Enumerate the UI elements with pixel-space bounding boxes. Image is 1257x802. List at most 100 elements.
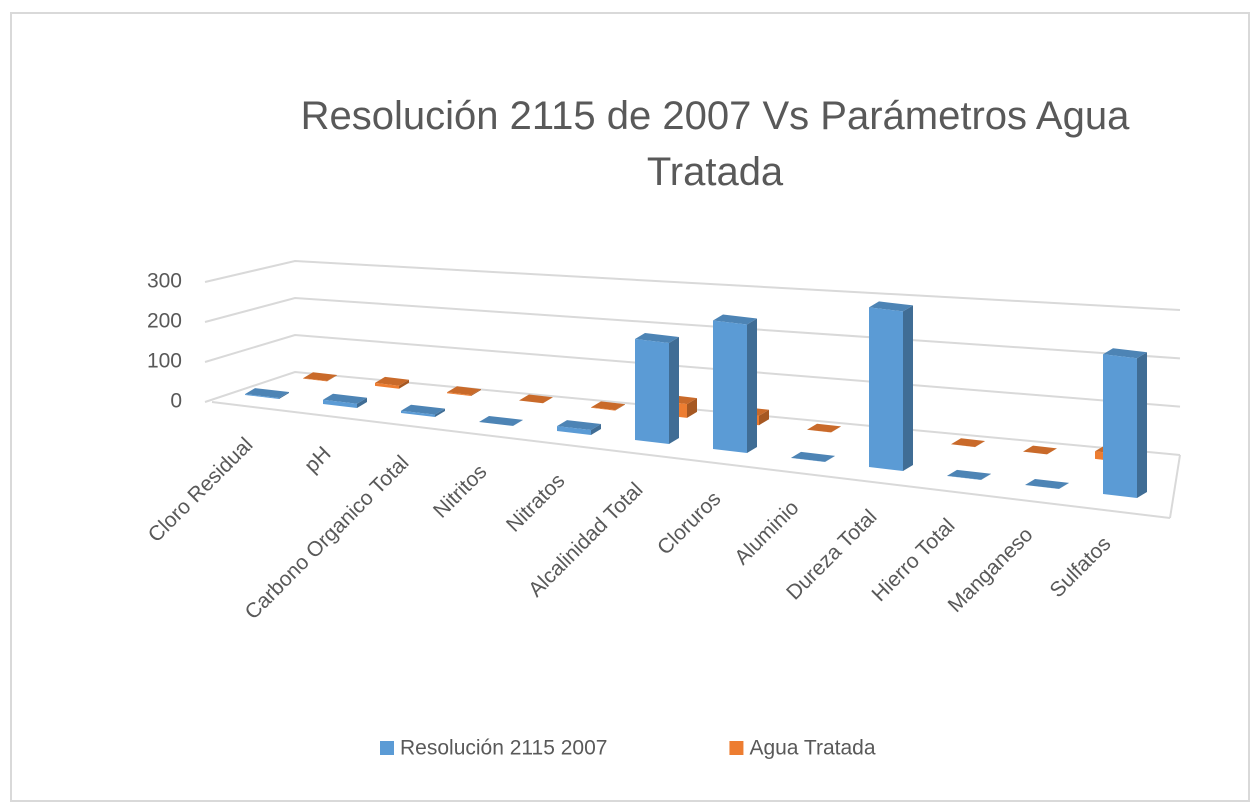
y-tick-label: 300: [147, 270, 182, 293]
bar-side: [1059, 482, 1069, 489]
bar: [947, 469, 991, 480]
bar: [791, 451, 835, 462]
bar-side: [471, 389, 481, 396]
y-tick-label: 100: [147, 350, 182, 373]
bar-front: [635, 339, 669, 444]
bar-front: [951, 444, 975, 448]
bar-front: [375, 382, 399, 389]
floor-edge: [1169, 454, 1181, 519]
bar-front: [591, 407, 615, 411]
grid-line: [204, 296, 1181, 360]
bar-front: [947, 475, 981, 480]
bar: [323, 393, 367, 408]
bar: [951, 438, 985, 448]
bar-front: [323, 399, 357, 408]
bar-side: [591, 424, 601, 435]
x-tick-label: Nitratos: [502, 469, 569, 536]
x-tick-label: Hierro Total: [868, 514, 960, 606]
bar: [245, 388, 289, 399]
bar-top: [479, 416, 523, 426]
bar: [713, 314, 757, 453]
x-tick-label: pH: [300, 442, 335, 477]
x-tick-label: Aluminio: [730, 496, 803, 569]
bar-top: [1025, 479, 1069, 489]
bar-front: [807, 429, 831, 433]
x-tick-label: Nitritos: [429, 460, 491, 522]
bar-front: [869, 307, 903, 471]
bar-side: [279, 392, 289, 399]
bar-side: [981, 473, 991, 480]
bar: [591, 401, 625, 411]
bar-top: [375, 376, 409, 386]
bar: [375, 376, 409, 389]
bar: [1103, 348, 1147, 498]
bar-front: [245, 394, 279, 399]
bar-side: [825, 455, 835, 462]
bar-side: [615, 404, 625, 411]
chart-title: Resolución 2115 de 2007 Vs Parámetros Ag…: [300, 94, 1130, 194]
bar-front: [479, 422, 513, 426]
x-tick-label: Sulfatos: [1046, 532, 1116, 602]
bar-top: [1103, 348, 1147, 359]
floor-edge: [211, 401, 1171, 519]
bar-top: [401, 404, 445, 415]
bar-side: [903, 305, 913, 471]
bar: [479, 416, 523, 426]
bar-front: [557, 426, 591, 435]
bar: [1025, 479, 1069, 489]
bar-front: [1103, 354, 1137, 498]
y-tick-label: 200: [147, 310, 182, 333]
bar: [447, 386, 481, 396]
bar-top: [807, 423, 841, 433]
bar-front: [791, 457, 825, 462]
bar-top: [303, 372, 337, 381]
bar-side: [975, 441, 985, 448]
bar-top: [951, 438, 985, 447]
bar-side: [1137, 352, 1147, 498]
x-tick-label: Cloruros: [653, 487, 725, 559]
legend-swatch: [380, 741, 394, 755]
bar-top: [323, 393, 367, 404]
bar-side: [747, 318, 757, 453]
bar: [401, 404, 445, 417]
bar-front: [713, 320, 747, 453]
legend-label: Agua Tratada: [749, 737, 875, 760]
bar-side: [357, 397, 367, 408]
bar-front: [1025, 485, 1059, 489]
bar-top: [245, 388, 289, 398]
bar: [869, 301, 913, 471]
y-tick-label: 0: [170, 390, 182, 413]
bar-top: [1023, 445, 1057, 455]
bar-front: [303, 378, 327, 382]
bar: [557, 420, 601, 435]
bar: [1023, 445, 1057, 455]
bar-top: [519, 394, 553, 404]
bar-top: [447, 386, 481, 396]
x-tick-label: Manganeso: [944, 523, 1038, 617]
bar: [807, 423, 841, 433]
x-tick-label: Cloro Residual: [144, 433, 258, 547]
bar-side: [831, 426, 841, 433]
bar-top: [947, 469, 991, 480]
bar-side: [399, 379, 409, 389]
x-tick-label: Carbono Organico Total: [241, 451, 414, 624]
bar-side: [759, 409, 769, 426]
legend-label: Resolución 2115 2007: [400, 737, 607, 760]
bar-top: [713, 314, 757, 325]
bar-side: [435, 408, 445, 417]
bar-top: [791, 451, 835, 462]
bar-top: [557, 420, 601, 430]
bar-side: [327, 375, 337, 382]
bar-side: [513, 419, 523, 426]
bar-top: [635, 333, 679, 343]
legend-swatch: [729, 741, 744, 755]
bar-front: [447, 392, 471, 396]
bar-front: [401, 410, 435, 417]
bar: [635, 333, 679, 444]
bar: [303, 372, 337, 382]
bar-side: [687, 398, 697, 418]
bar-top: [869, 301, 913, 312]
bar-top: [591, 401, 625, 411]
